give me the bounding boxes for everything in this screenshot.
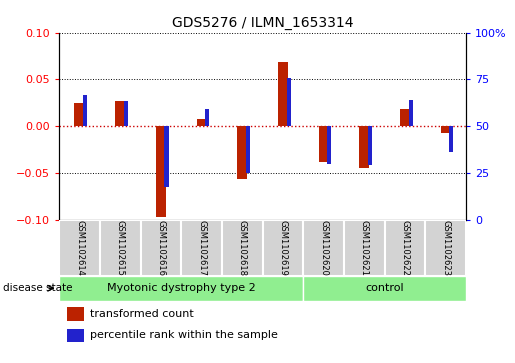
Text: GSM1102620: GSM1102620 — [319, 220, 328, 276]
Bar — [408, 100, 413, 126]
Bar — [115, 101, 125, 126]
Bar — [181, 220, 222, 276]
Bar — [263, 220, 303, 276]
Bar — [425, 220, 466, 276]
Bar — [441, 126, 451, 133]
Bar — [449, 126, 453, 152]
Bar — [164, 126, 168, 187]
Bar — [67, 307, 83, 321]
Bar — [303, 276, 466, 301]
Text: control: control — [366, 283, 404, 293]
Bar — [278, 62, 288, 126]
Bar — [124, 101, 128, 126]
Bar — [222, 220, 263, 276]
Bar — [59, 220, 100, 276]
Bar — [156, 126, 166, 217]
Bar — [67, 329, 83, 342]
Bar — [75, 103, 84, 126]
Bar — [400, 109, 410, 126]
Bar — [197, 119, 207, 126]
Bar — [319, 126, 329, 162]
Bar — [59, 276, 303, 301]
Bar — [141, 220, 181, 276]
Text: GSM1102621: GSM1102621 — [360, 220, 369, 276]
Text: GSM1102622: GSM1102622 — [401, 220, 409, 276]
Text: GSM1102617: GSM1102617 — [197, 220, 206, 276]
Text: GSM1102623: GSM1102623 — [441, 220, 450, 276]
Bar — [368, 126, 372, 166]
Bar — [359, 126, 369, 168]
Text: Myotonic dystrophy type 2: Myotonic dystrophy type 2 — [107, 283, 255, 293]
Text: GSM1102618: GSM1102618 — [238, 220, 247, 276]
Bar — [327, 126, 331, 163]
Text: percentile rank within the sample: percentile rank within the sample — [90, 330, 278, 340]
Text: GSM1102614: GSM1102614 — [75, 220, 84, 276]
Bar — [246, 126, 250, 173]
Bar — [237, 126, 247, 179]
Text: GSM1102619: GSM1102619 — [279, 220, 287, 276]
Bar — [205, 109, 209, 126]
Text: GSM1102616: GSM1102616 — [157, 220, 165, 276]
Text: transformed count: transformed count — [90, 309, 194, 319]
Text: GSM1102615: GSM1102615 — [116, 220, 125, 276]
Bar — [100, 220, 141, 276]
Title: GDS5276 / ILMN_1653314: GDS5276 / ILMN_1653314 — [172, 16, 353, 30]
Bar — [303, 220, 344, 276]
Bar — [83, 95, 87, 126]
Bar — [286, 78, 290, 126]
Bar — [344, 220, 385, 276]
Bar — [385, 220, 425, 276]
Text: disease state: disease state — [3, 283, 72, 293]
